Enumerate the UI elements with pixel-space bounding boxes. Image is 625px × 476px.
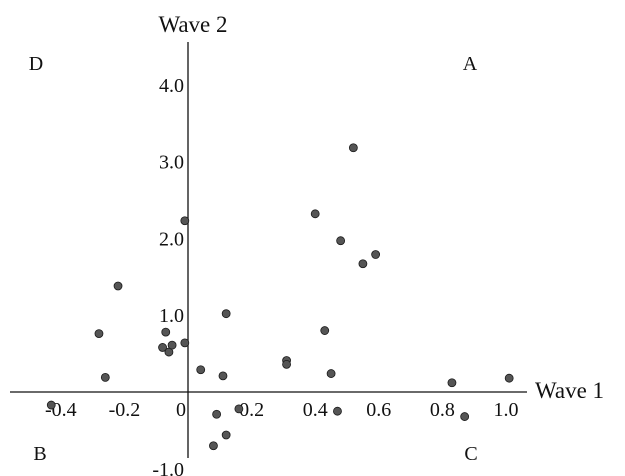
data-point xyxy=(46,400,56,410)
data-point xyxy=(158,343,167,352)
data-point xyxy=(113,281,123,291)
data-point xyxy=(282,359,291,369)
data-point xyxy=(310,209,320,219)
x-tick-label: 0.8 xyxy=(430,399,455,421)
y-tick-label: 2.0 xyxy=(159,228,184,250)
x-tick-label: -0.2 xyxy=(109,399,141,421)
data-point xyxy=(212,409,222,419)
x-tick-label: 0 xyxy=(176,399,186,421)
data-point xyxy=(333,406,342,416)
x-tick-labels: -0.4 -0.2 0 0.2 0.4 0.6 0.8 1.0 xyxy=(45,399,519,421)
y-tick-label: 3.0 xyxy=(159,152,184,174)
data-point xyxy=(234,404,244,414)
x-tick-label: 0.2 xyxy=(239,399,264,421)
data-point xyxy=(460,412,470,421)
data-point xyxy=(180,338,190,348)
data-point xyxy=(196,365,206,375)
quadrant-label-a: A xyxy=(463,53,478,75)
data-point xyxy=(161,327,171,337)
data-point xyxy=(221,309,231,319)
data-point xyxy=(326,369,336,378)
data-point xyxy=(358,259,368,269)
data-point xyxy=(209,441,218,451)
x-tick-label: 1.0 xyxy=(494,399,519,421)
x-tick-label: 0.4 xyxy=(303,399,328,421)
data-point xyxy=(180,216,190,226)
data-point xyxy=(218,371,228,381)
data-point xyxy=(504,373,514,383)
data-point xyxy=(336,236,346,246)
data-point xyxy=(371,250,381,259)
y-axis-title: Wave 2 xyxy=(158,12,227,37)
quadrant-label-d: D xyxy=(29,53,43,75)
data-point xyxy=(348,143,358,153)
data-point xyxy=(167,340,177,350)
y-tick-label: 4.0 xyxy=(159,75,184,97)
data-point xyxy=(94,329,104,339)
x-tick-label: 0.6 xyxy=(366,399,391,421)
data-points xyxy=(46,143,514,451)
quadrant-label-c: C xyxy=(464,443,477,465)
y-tick-label: 1.0 xyxy=(159,305,184,327)
y-tick-label: -1.0 xyxy=(152,459,184,476)
data-point xyxy=(447,378,457,388)
data-point xyxy=(100,373,110,382)
data-point xyxy=(221,430,231,440)
data-point xyxy=(320,326,330,335)
y-tick-labels: -1.0 1.0 2.0 3.0 4.0 xyxy=(152,75,184,476)
quadrant-label-b: B xyxy=(33,443,46,465)
x-axis-title: Wave 1 xyxy=(535,378,604,403)
